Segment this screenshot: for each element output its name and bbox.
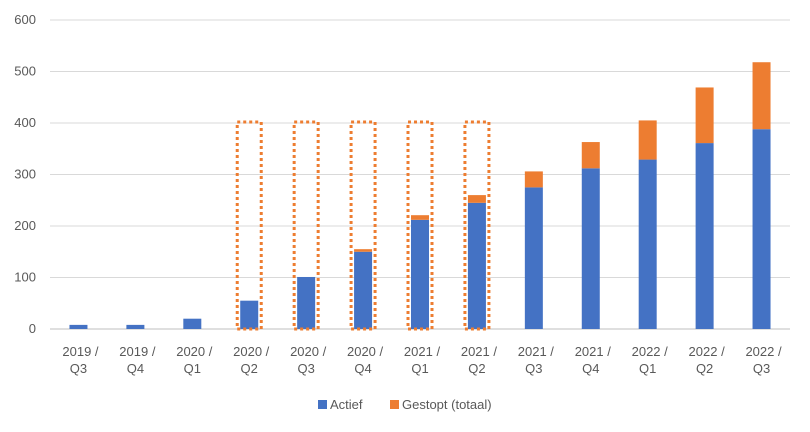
bar-actief <box>695 143 714 329</box>
highlight-boxes <box>235 120 491 331</box>
bar-gestopt <box>638 120 657 160</box>
bar-actief <box>524 187 543 329</box>
y-tick-label: 500 <box>14 64 36 79</box>
x-tick-label: Q1 <box>411 361 428 376</box>
legend-swatch <box>318 400 327 409</box>
bar-actief <box>297 276 316 329</box>
x-tick-label: 2020 / <box>290 344 327 359</box>
bar-gestopt <box>581 142 600 169</box>
x-tick-label: 2021 / <box>575 344 612 359</box>
x-tick-label: Q3 <box>753 361 770 376</box>
x-tick-label: 2022 / <box>632 344 669 359</box>
x-tick-label: 2022 / <box>689 344 726 359</box>
bar-gestopt <box>695 87 714 144</box>
y-tick-label: 600 <box>14 12 36 27</box>
x-tick-label: Q3 <box>525 361 542 376</box>
x-tick-label: 2021 / <box>404 344 441 359</box>
bar-gestopt <box>467 195 486 203</box>
x-tick-label: Q4 <box>354 361 371 376</box>
bar-actief <box>354 251 373 329</box>
legend-label: Actief <box>330 397 363 412</box>
x-tick-label: Q2 <box>241 361 258 376</box>
y-tick-label: 0 <box>29 321 36 336</box>
x-tick-label: 2021 / <box>461 344 498 359</box>
x-tick-label: 2019 / <box>62 344 99 359</box>
y-tick-label: 300 <box>14 167 36 182</box>
x-tick-label: Q3 <box>297 361 314 376</box>
x-tick-label: Q4 <box>127 361 144 376</box>
x-tick-label: Q1 <box>184 361 201 376</box>
legend-swatch <box>390 400 399 409</box>
bar-gestopt <box>411 215 429 220</box>
highlight-box <box>463 120 491 331</box>
bar-actief <box>240 300 259 329</box>
legend-label: Gestopt (totaal) <box>402 397 492 412</box>
bar-actief <box>467 202 486 329</box>
x-tick-label: 2019 / <box>119 344 156 359</box>
bar-gestopt <box>752 62 771 130</box>
legend: Actief Gestopt (totaal) <box>318 397 492 412</box>
x-tick-label: Q3 <box>70 361 87 376</box>
bar-actief <box>126 324 145 329</box>
bar-actief <box>411 219 429 329</box>
x-tick-label: 2021 / <box>518 344 555 359</box>
x-tick-label: 2020 / <box>176 344 213 359</box>
x-tick-label: Q1 <box>639 361 656 376</box>
x-tick-label: 2022 / <box>745 344 782 359</box>
x-tick-label: 2020 / <box>233 344 270 359</box>
x-tick-label: Q2 <box>696 361 713 376</box>
highlight-box <box>292 120 320 331</box>
bars <box>69 62 771 329</box>
bar-actief <box>638 159 657 329</box>
x-tick-label: Q2 <box>468 361 485 376</box>
y-tick-label: 200 <box>14 218 36 233</box>
bar-gestopt <box>524 171 543 188</box>
highlight-box <box>235 120 263 331</box>
y-axis-ticks: 0 100 200 300 400 500 600 <box>14 12 36 336</box>
x-tick-label: Q4 <box>582 361 599 376</box>
x-tick-label: 2020 / <box>347 344 384 359</box>
highlight-box <box>349 120 377 331</box>
y-tick-label: 400 <box>14 115 36 130</box>
x-axis-ticks: 2019 / Q3 2019 / Q4 2020 / Q1 2020 / Q2 2020 / Q3… <box>62 344 782 376</box>
bar-gestopt <box>354 249 373 252</box>
bar-actief <box>752 129 771 329</box>
bar-actief <box>69 324 88 329</box>
highlight-box <box>406 120 434 331</box>
bar-actief <box>581 168 600 329</box>
y-tick-label: 100 <box>14 270 36 285</box>
bar-actief <box>183 318 202 329</box>
